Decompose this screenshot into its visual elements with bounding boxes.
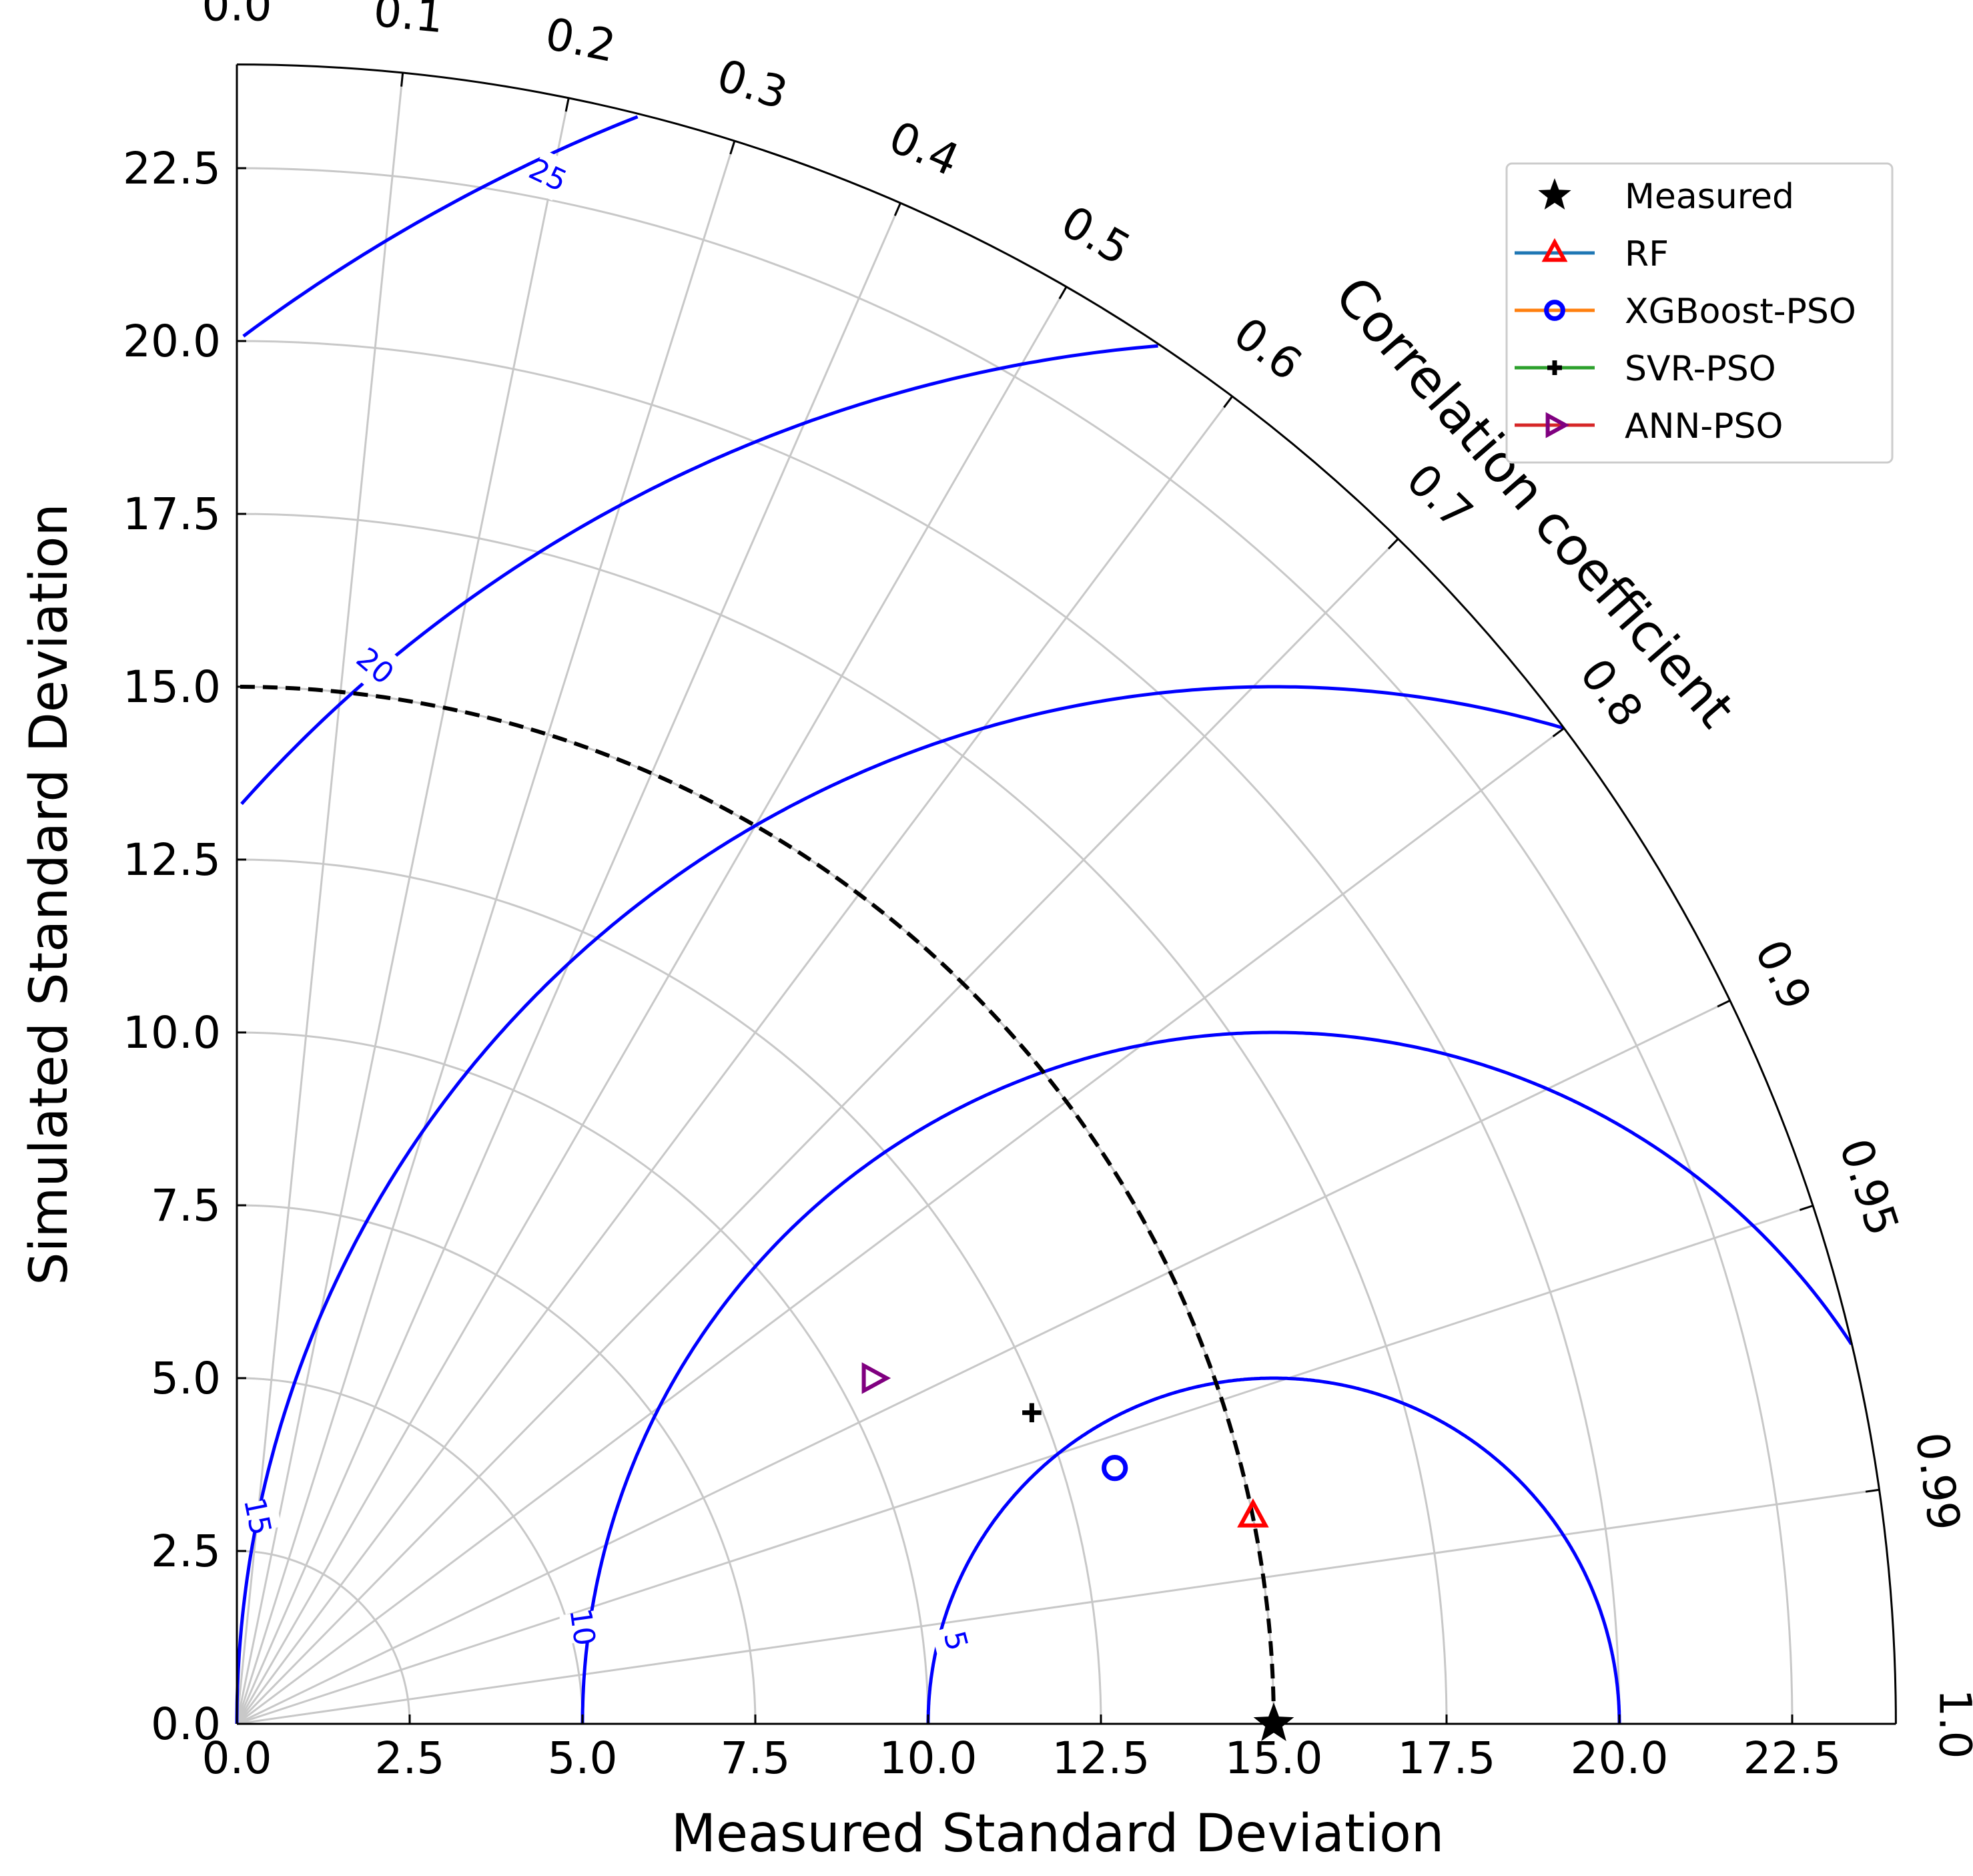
correlation-tick-mark <box>1865 1488 1880 1493</box>
rms-label-background <box>559 1609 606 1645</box>
reference-std-arc <box>236 685 1276 1725</box>
correlation-tick-mark <box>400 72 404 87</box>
y-tick-label: 2.5 <box>151 1526 221 1577</box>
x-tick-label: 0.0 <box>202 1733 272 1784</box>
rms-label-background <box>350 640 400 692</box>
legend-marker-ann-pso <box>1545 412 1570 438</box>
data-point-layer <box>861 1362 1294 1741</box>
x-tick-label: 22.5 <box>1743 1733 1842 1784</box>
y-tick-label: 17.5 <box>123 489 221 540</box>
correlation-tick-label: 0.2 <box>541 8 620 72</box>
y-tick-label: 5.0 <box>151 1353 221 1404</box>
correlation-gridline <box>236 72 404 1725</box>
correlation-tick-label: 0.0 <box>202 0 272 31</box>
rms-label-background <box>234 1498 282 1536</box>
std-gridline <box>236 685 1275 1725</box>
std-gridline <box>236 340 1621 1725</box>
correlation-tick-label: 0.99 <box>1906 1430 1970 1534</box>
correlation-tick-mark <box>1799 1205 1814 1211</box>
correlation-gridline <box>236 999 1731 1725</box>
correlation-gridline <box>236 1205 1814 1725</box>
correlation-tick-mark <box>893 202 901 216</box>
rms-contour-label: 10 <box>562 1606 601 1648</box>
y-tick-label: 20.0 <box>123 316 221 367</box>
legend-label-xgboost-pso: XGBoost-PSO <box>1625 292 1856 332</box>
rms-contour-label: 15 <box>237 1495 278 1538</box>
rms-contour <box>240 344 1158 806</box>
y-axis-title: Simulated Standard Deviation <box>19 503 79 1285</box>
correlation-tick-label: 0.3 <box>711 49 793 119</box>
ann-pso-point <box>861 1362 891 1394</box>
y-tick-label: 15.0 <box>123 661 221 713</box>
tick-layer: 0.0 2.5 5.0 7.5 10.0 12.5 15.0 17.5 20.0 22.5 0.0 2… <box>123 0 1973 1784</box>
y-tick-label: 22.5 <box>123 143 221 194</box>
reference-arc-layer <box>236 685 1276 1725</box>
correlation-tick-label: 0.5 <box>1053 196 1139 275</box>
std-gridline <box>236 167 1794 1725</box>
x-axis-title: Measured Standard Deviation <box>671 1804 1445 1864</box>
x-tick-label: 5.0 <box>548 1733 618 1784</box>
std-gridline <box>236 858 1102 1725</box>
correlation-tick-label: 0.9 <box>1745 932 1822 1018</box>
std-gridline <box>236 1204 757 1725</box>
measured-point <box>1253 1702 1294 1741</box>
outer-correlation-arc <box>236 63 1897 1725</box>
correlation-tick-label: 0.6 <box>1224 308 1311 391</box>
correlation-tick-label: 0.4 <box>881 111 966 187</box>
rf-point <box>1237 1498 1269 1528</box>
y-tick-label: 7.5 <box>151 1180 221 1231</box>
correlation-tick-label: 0.95 <box>1830 1133 1909 1242</box>
svr-pso-point <box>1022 1403 1042 1423</box>
x-tick-label: 15.0 <box>1225 1733 1323 1784</box>
x-tick-label: 7.5 <box>721 1733 791 1784</box>
correlation-gridline <box>236 1488 1880 1725</box>
legend-label-measured: Measured <box>1625 177 1794 217</box>
correlation-tick-mark <box>1717 999 1731 1008</box>
rms-contour-label: 20 <box>350 641 400 691</box>
xgboost-pso-point <box>1102 1455 1128 1482</box>
correlation-tick-label: 0.1 <box>371 0 446 43</box>
rms-contour <box>242 115 639 338</box>
rms-contour-label: 25 <box>524 152 572 199</box>
x-tick-label: 2.5 <box>375 1733 445 1784</box>
x-tick-label: 12.5 <box>1052 1733 1150 1784</box>
y-tick-label: 0.0 <box>151 1698 221 1750</box>
rms-contour <box>580 1030 1853 1724</box>
rms-label-background <box>931 1621 980 1661</box>
correlation-tick-mark <box>1058 286 1068 300</box>
y-tick-label: 10.0 <box>123 1007 221 1058</box>
correlation-tick-label: 1.0 <box>1929 1689 1973 1759</box>
legend-marker-measured <box>1538 178 1571 210</box>
rms-contour <box>235 685 1564 1724</box>
correlation-gridline <box>236 727 1565 1725</box>
std-gridline <box>236 513 1448 1725</box>
x-tick-label: 20.0 <box>1571 1733 1669 1784</box>
correlation-tick-mark <box>729 140 736 155</box>
legend-label-ann-pso: ANN-PSO <box>1625 406 1783 446</box>
correlation-tick-mark <box>1387 538 1399 550</box>
correlation-tick-mark <box>1552 727 1565 737</box>
rms-contour <box>926 1376 1621 1724</box>
std-gridline <box>236 1031 929 1725</box>
legend-marker-rf <box>1541 238 1568 262</box>
legend: Measured RF XGBoost-PSO SVR-PSO ANN-PSO <box>1505 162 1894 464</box>
legend-marker-svr-pso <box>1547 360 1562 375</box>
correlation-tick-mark <box>1223 395 1234 408</box>
legend-label-svr-pso: SVR-PSO <box>1625 349 1776 389</box>
grid-layer <box>236 72 1880 1725</box>
x-tick-label: 10.0 <box>879 1733 977 1784</box>
correlation-tick-mark <box>564 97 570 112</box>
legend-label-rf: RF <box>1625 234 1669 274</box>
x-tick-label: 17.5 <box>1398 1733 1496 1784</box>
legend-marker-xgboost-pso <box>1544 300 1565 321</box>
rms-label-background <box>525 149 570 201</box>
correlation-gridline <box>236 140 736 1725</box>
std-gridline <box>236 1550 411 1725</box>
y-tick-label: 12.5 <box>123 834 221 886</box>
legend-box <box>1505 162 1894 464</box>
